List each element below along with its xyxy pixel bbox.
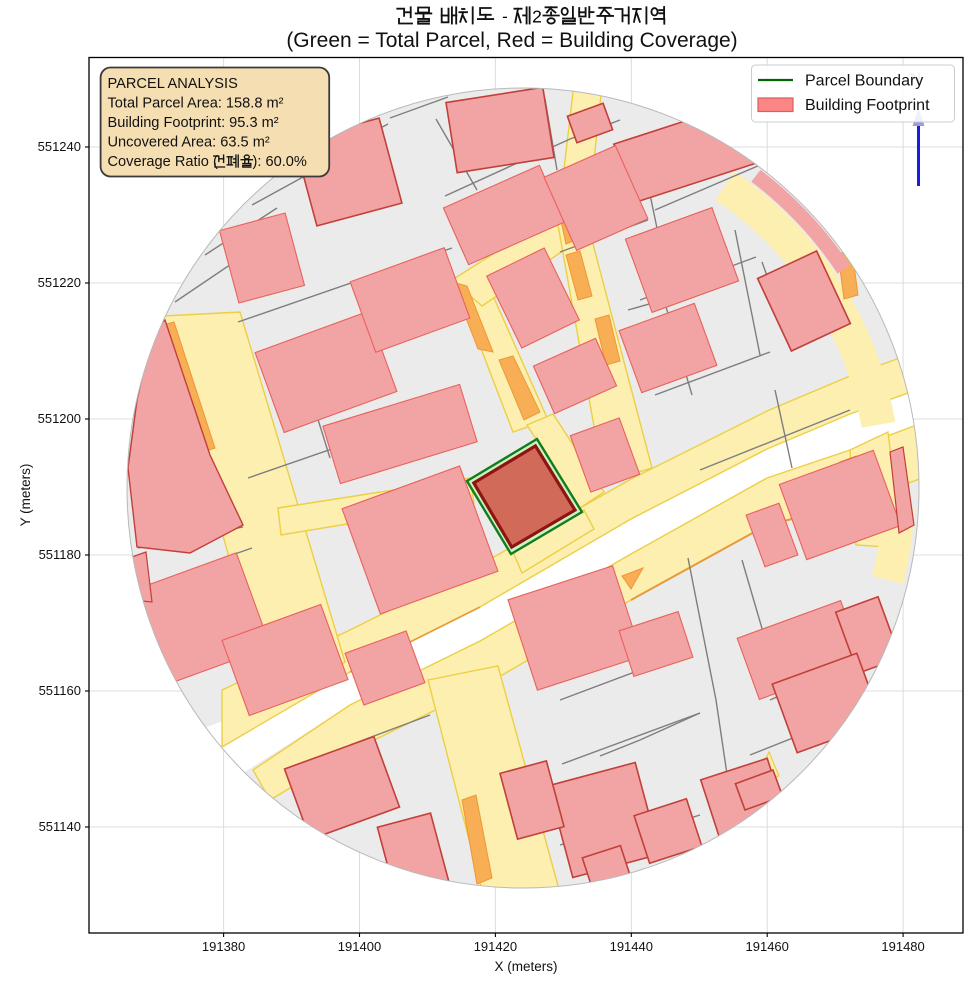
svg-text:Uncovered Area: 63.5 m²: Uncovered Area: 63.5 m² (108, 135, 270, 151)
svg-text:Building Footprint: Building Footprint (805, 97, 930, 114)
svg-text:): 60.0%: ): 60.0% (253, 154, 307, 170)
svg-text:Building Footprint: 95.3 m²: Building Footprint: 95.3 m² (108, 115, 279, 131)
svg-text:-: - (502, 7, 508, 26)
svg-text:551200: 551200 (38, 411, 81, 426)
svg-text:Y (meters): Y (meters) (18, 464, 33, 527)
svg-text:191480: 191480 (881, 939, 924, 954)
svg-text:Parcel Boundary: Parcel Boundary (805, 73, 923, 90)
svg-text:(Green = Total Parcel, Red = B: (Green = Total Parcel, Red = Building Co… (286, 29, 737, 52)
svg-text:551180: 551180 (39, 547, 81, 562)
svg-text:Total Parcel Area: 158.8 m²: Total Parcel Area: 158.8 m² (108, 95, 284, 111)
svg-text:2: 2 (532, 7, 542, 27)
svg-text:191400: 191400 (338, 939, 381, 954)
svg-text:PARCEL ANALYSIS: PARCEL ANALYSIS (108, 76, 239, 92)
svg-text:191440: 191440 (610, 939, 653, 954)
svg-text:191460: 191460 (746, 939, 789, 954)
svg-text:551140: 551140 (39, 819, 81, 834)
svg-text:Coverage Ratio (: Coverage Ratio ( (108, 154, 218, 170)
svg-text:551240: 551240 (38, 139, 81, 154)
svg-text:551220: 551220 (38, 275, 81, 290)
svg-text:191380: 191380 (202, 939, 245, 954)
svg-text:551160: 551160 (39, 683, 81, 698)
svg-text:X (meters): X (meters) (494, 959, 557, 974)
svg-text:191420: 191420 (474, 939, 517, 954)
